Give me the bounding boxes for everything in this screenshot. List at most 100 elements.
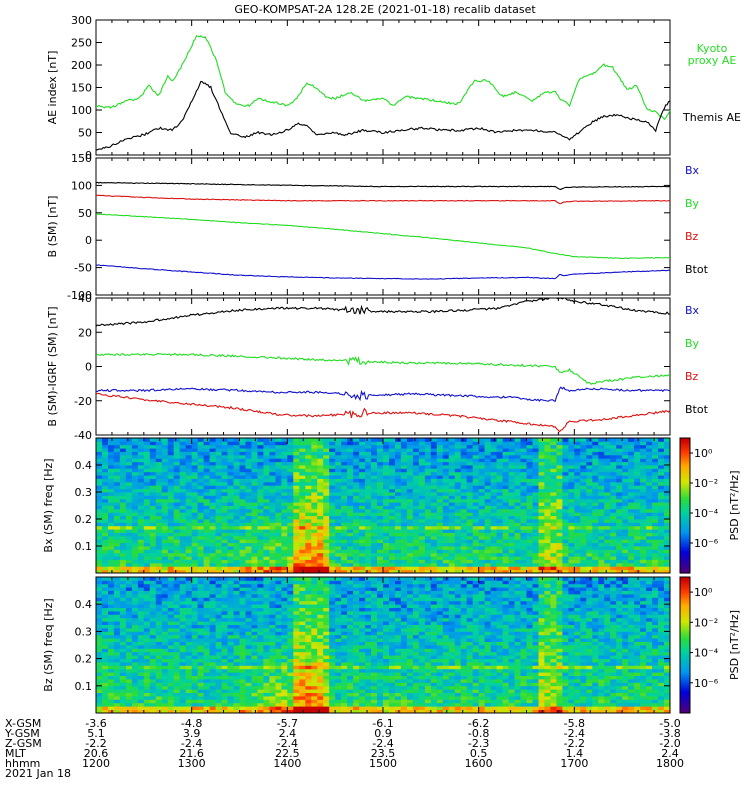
- spectrogram-cell: [454, 562, 462, 567]
- spectrogram-cell: [161, 682, 169, 687]
- spectrogram-cell: [616, 492, 623, 496]
- spectrogram-cell: [616, 566, 623, 571]
- spectrogram-cell: [383, 505, 390, 510]
- spectrogram-cell: [108, 607, 115, 612]
- spectrogram-cell: [556, 448, 563, 452]
- spectrogram-cell: [508, 522, 515, 527]
- spectrogram-cell: [227, 492, 234, 496]
- spectrogram-cell: [460, 562, 468, 567]
- spectrogram-cell: [592, 485, 599, 490]
- spectrogram-cell: [406, 485, 414, 490]
- spectrogram-cell: [167, 611, 175, 615]
- spectrogram-cell: [335, 566, 342, 571]
- spectrogram-cell: [173, 512, 181, 517]
- spectrogram-cell: [102, 597, 109, 602]
- spectrogram-cell: [359, 451, 366, 456]
- spectrogram-cell: [622, 556, 629, 560]
- spectrogram-cell: [221, 441, 228, 446]
- spectrogram-cell: [137, 539, 145, 544]
- spectrogram-cell: [347, 478, 354, 483]
- spectrogram-cell: [311, 481, 318, 486]
- spectrogram-cell: [191, 604, 199, 608]
- spectrogram-cell: [173, 611, 181, 615]
- spectrogram-cell: [347, 488, 354, 493]
- spectrogram-cell: [329, 515, 336, 520]
- spectrogram-cell: [502, 512, 509, 517]
- spectrogram-cell: [395, 478, 402, 483]
- spectrogram-cell: [179, 552, 187, 557]
- spectrogram-cell: [203, 539, 210, 544]
- spectrogram-cell: [329, 525, 336, 530]
- spectrogram-cell: [167, 519, 175, 523]
- spectrogram-cell: [96, 546, 103, 550]
- spectrogram-cell: [377, 519, 384, 523]
- spectrogram-cell: [185, 679, 193, 683]
- spectrogram-cell: [96, 645, 103, 649]
- spectrogram-cell: [299, 535, 306, 540]
- spectrogram-cell: [628, 522, 635, 527]
- spectrogram-cell: [544, 569, 551, 574]
- spectrogram-cell: [185, 515, 193, 520]
- spectrogram-cell: [125, 569, 133, 574]
- spectrogram-cell: [658, 566, 665, 571]
- spectrogram-cell: [466, 505, 474, 510]
- spectrogram-cell: [472, 515, 480, 520]
- spectrogram-cell: [466, 475, 474, 479]
- spectrogram-cell: [383, 492, 390, 496]
- spectrogram-cell: [610, 522, 617, 527]
- y-tick-label: 200: [71, 59, 92, 72]
- series-line-dby: [95, 392, 671, 433]
- spectrogram-cell: [359, 465, 366, 469]
- spectrogram-cell: [102, 706, 109, 710]
- spectrogram-cell: [108, 702, 115, 707]
- spectrogram-cell: [299, 438, 306, 442]
- spectrogram-cell: [406, 569, 414, 574]
- spectrogram-cell: [562, 468, 569, 473]
- spectrogram-cell: [96, 492, 103, 496]
- spectrogram-cell: [245, 468, 252, 473]
- spectrogram-cell: [155, 594, 163, 598]
- spectrogram-cell: [442, 441, 450, 446]
- spectrogram-cell: [490, 552, 497, 557]
- spectrogram-cell: [460, 458, 468, 463]
- spectrogram-cell: [406, 532, 414, 537]
- spectrogram-cell: [436, 566, 444, 571]
- spectrogram-cell: [263, 522, 270, 527]
- spectrogram-cell: [155, 492, 163, 496]
- spectrogram-cell: [233, 549, 240, 554]
- spectrogram-cell: [544, 515, 551, 520]
- spectrogram-cell: [329, 471, 336, 476]
- spectrogram-cell: [155, 438, 163, 442]
- spectrogram-cell: [436, 505, 444, 510]
- spectrogram-cell: [233, 458, 240, 463]
- spectrogram-cell: [412, 508, 420, 513]
- spectrogram-cell: [108, 519, 115, 523]
- spectrogram-cell: [113, 709, 121, 714]
- spectrogram-cell: [353, 539, 360, 544]
- spectrogram-cell: [329, 539, 336, 544]
- spectrogram-cell: [562, 566, 569, 571]
- spectrogram-cell: [167, 675, 175, 680]
- spectrogram-cell: [496, 471, 503, 476]
- spectrogram-cell: [179, 454, 187, 459]
- spectrogram-cell: [341, 562, 348, 567]
- spectrogram-cell: [395, 519, 402, 523]
- spectrogram-cell: [365, 448, 372, 452]
- spectrogram-cell: [406, 546, 414, 550]
- spectrogram-cell: [335, 461, 342, 466]
- spectrogram-cell: [353, 522, 360, 527]
- spectrogram-cell: [108, 566, 115, 571]
- spectrogram-cell: [185, 709, 193, 714]
- spectrogram-cell: [412, 488, 420, 493]
- spectrogram-cell: [167, 702, 175, 707]
- spectrogram-cell: [131, 492, 139, 496]
- spectrogram-cell: [664, 522, 671, 527]
- spectrogram-cell: [436, 569, 444, 574]
- spectrogram-cell: [400, 505, 408, 510]
- spectrogram-cell: [299, 542, 306, 547]
- spectrogram-cell: [203, 529, 210, 533]
- spectrogram-cell: [191, 529, 199, 533]
- spectrogram-cell: [568, 471, 575, 476]
- spectrogram-cell: [299, 471, 306, 476]
- spectrogram-cell: [508, 498, 515, 503]
